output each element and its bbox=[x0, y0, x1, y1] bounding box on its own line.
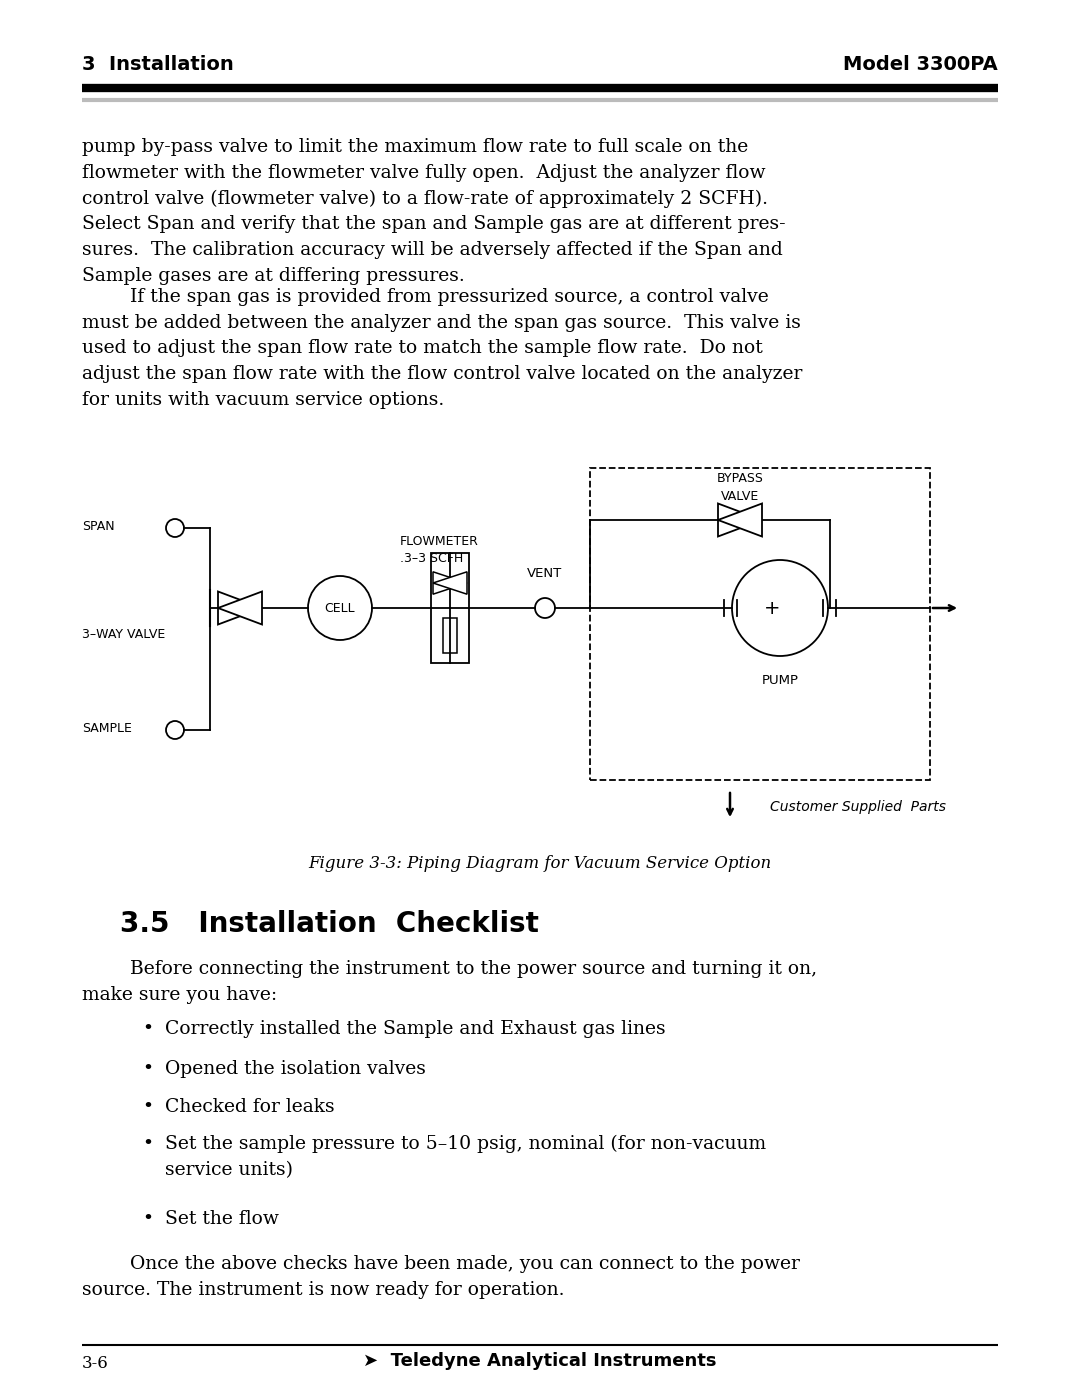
Text: +: + bbox=[764, 598, 780, 617]
Text: Set the sample pressure to 5–10 psig, nominal (for non-vacuum
service units): Set the sample pressure to 5–10 psig, no… bbox=[165, 1134, 766, 1179]
Polygon shape bbox=[433, 571, 467, 594]
Text: 3–WAY VALVE: 3–WAY VALVE bbox=[82, 629, 165, 641]
Text: Once the above checks have been made, you can connect to the power
source. The i: Once the above checks have been made, yo… bbox=[82, 1255, 800, 1299]
Text: Set the flow: Set the flow bbox=[165, 1210, 279, 1228]
Text: Model 3300PA: Model 3300PA bbox=[843, 56, 998, 74]
Text: VENT: VENT bbox=[527, 567, 563, 580]
Text: Customer Supplied  Parts: Customer Supplied Parts bbox=[770, 800, 946, 814]
Bar bbox=[431, 553, 469, 664]
Text: Figure 3-3: Piping Diagram for Vacuum Service Option: Figure 3-3: Piping Diagram for Vacuum Se… bbox=[309, 855, 771, 872]
Polygon shape bbox=[218, 591, 262, 624]
Text: CELL: CELL bbox=[325, 602, 355, 615]
Bar bbox=[590, 468, 930, 780]
Text: •: • bbox=[143, 1210, 153, 1228]
Text: BYPASS: BYPASS bbox=[716, 472, 764, 485]
Text: •: • bbox=[143, 1098, 153, 1116]
Polygon shape bbox=[718, 503, 762, 536]
Text: Before connecting the instrument to the power source and turning it on,
make sur: Before connecting the instrument to the … bbox=[82, 960, 818, 1003]
Polygon shape bbox=[718, 503, 762, 536]
Text: Correctly installed the Sample and Exhaust gas lines: Correctly installed the Sample and Exhau… bbox=[165, 1020, 665, 1038]
Text: FLOWMETER: FLOWMETER bbox=[400, 535, 478, 548]
Bar bbox=[443, 617, 457, 652]
Text: Opened the isolation valves: Opened the isolation valves bbox=[165, 1060, 426, 1078]
Text: •: • bbox=[143, 1134, 153, 1153]
Polygon shape bbox=[433, 571, 467, 594]
Text: 3  Installation: 3 Installation bbox=[82, 56, 233, 74]
Text: ➤  Teledyne Analytical Instruments: ➤ Teledyne Analytical Instruments bbox=[363, 1352, 717, 1370]
Text: If the span gas is provided from pressurized source, a control valve
must be add: If the span gas is provided from pressur… bbox=[82, 288, 802, 409]
Text: •: • bbox=[143, 1020, 153, 1038]
Text: SAMPLE: SAMPLE bbox=[82, 721, 132, 735]
Text: PUMP: PUMP bbox=[761, 673, 798, 687]
Text: 3.5   Installation  Checklist: 3.5 Installation Checklist bbox=[120, 909, 539, 937]
Text: VALVE: VALVE bbox=[720, 490, 759, 503]
Text: 3-6: 3-6 bbox=[82, 1355, 109, 1372]
Text: pump by-pass valve to limit the maximum flow rate to full scale on the
flowmeter: pump by-pass valve to limit the maximum … bbox=[82, 138, 785, 285]
Text: •: • bbox=[143, 1060, 153, 1078]
Text: Checked for leaks: Checked for leaks bbox=[165, 1098, 335, 1116]
Text: SPAN: SPAN bbox=[82, 520, 114, 532]
Polygon shape bbox=[218, 591, 262, 624]
Text: .3–3 SCFH: .3–3 SCFH bbox=[400, 552, 463, 564]
